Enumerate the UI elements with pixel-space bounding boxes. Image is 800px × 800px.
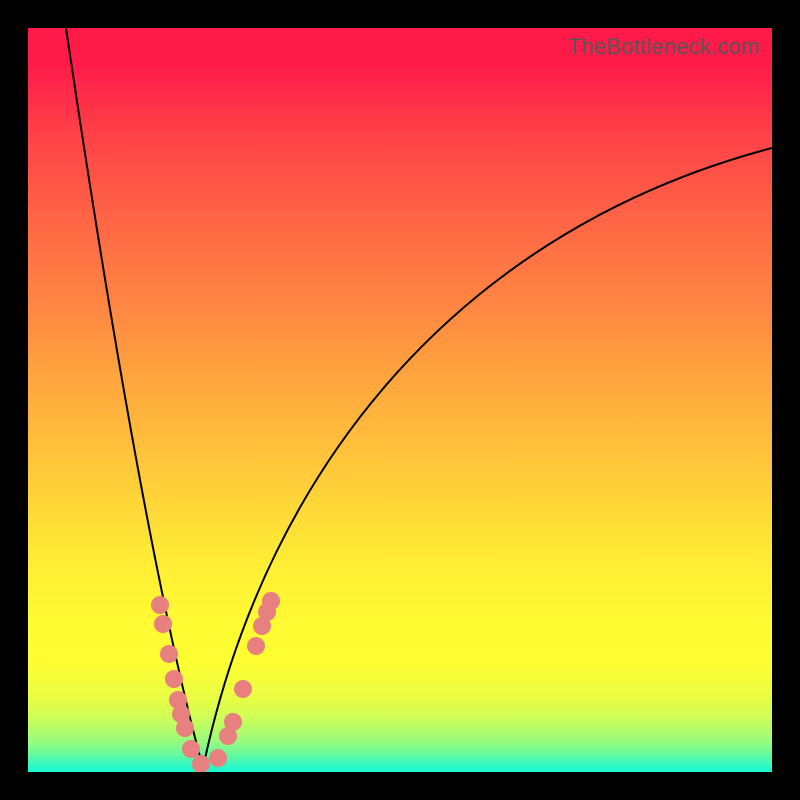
data-point bbox=[151, 596, 169, 614]
marker-group bbox=[151, 592, 280, 772]
data-point bbox=[247, 637, 265, 655]
chart-frame: TheBottleneck.com bbox=[0, 0, 800, 800]
plot-area: TheBottleneck.com bbox=[28, 28, 772, 772]
data-point bbox=[262, 592, 280, 610]
data-point bbox=[154, 615, 172, 633]
data-point bbox=[209, 749, 227, 767]
data-point bbox=[176, 719, 194, 737]
data-point bbox=[234, 680, 252, 698]
data-point bbox=[160, 645, 178, 663]
data-point bbox=[224, 713, 242, 731]
curve-right-branch bbox=[203, 148, 772, 768]
curve-left-branch bbox=[66, 28, 203, 768]
data-point bbox=[165, 670, 183, 688]
bottleneck-curve bbox=[28, 28, 772, 772]
data-point bbox=[182, 740, 200, 758]
data-point bbox=[192, 755, 210, 772]
